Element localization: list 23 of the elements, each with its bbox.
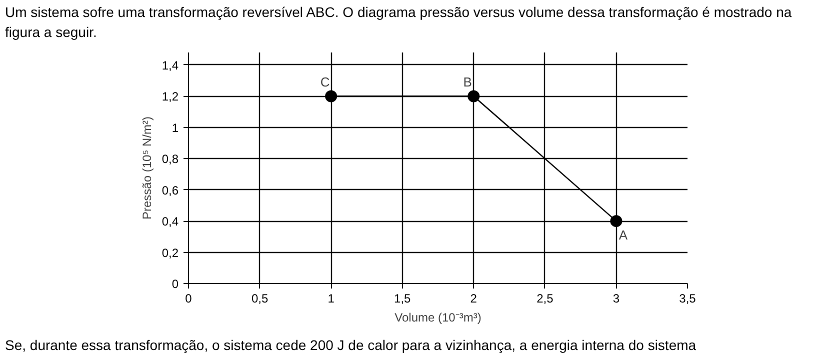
y-tick-label: 1,4 xyxy=(162,58,179,72)
y-tick-label: 1,2 xyxy=(162,90,179,104)
x-tick-label: 0 xyxy=(185,292,192,306)
annotation: B xyxy=(463,74,472,90)
y-tick-label: 0,8 xyxy=(162,152,179,166)
y-tick-label: 0,2 xyxy=(162,246,179,260)
text: Se, durante essa transformação, o sistema cede 200 J de calor para a vizinhança, a energia interna do sistema xyxy=(5,336,696,355)
annotation: C xyxy=(320,74,330,90)
chart-title: Um sistema sofre uma transformação reversível ABC. O diagrama pressão versus volume dessa transformação é mostrado na figura a seguir. xyxy=(5,3,793,42)
x-tick-label: 3 xyxy=(612,292,620,306)
x-tick-label: 2,5 xyxy=(536,292,554,306)
y-tick-label: 1 xyxy=(172,120,179,135)
y-tick-label: 0 xyxy=(172,277,179,291)
x-tick-label: 3,5 xyxy=(679,292,696,306)
y-tick-label: 0,6 xyxy=(162,183,179,198)
x-tick-label: 1 xyxy=(328,292,335,306)
x-tick-label: 0,5 xyxy=(251,292,268,306)
x-tick-label: 2 xyxy=(470,292,478,306)
annotation: A xyxy=(618,228,628,243)
y-axis-title: Pressão (10⁵ N/m²) xyxy=(140,116,154,220)
x-tick-label: 1,5 xyxy=(394,292,412,306)
x-axis-title: Volume (10⁻³m³) xyxy=(394,310,482,324)
y-tick-label: 0,4 xyxy=(162,214,179,229)
